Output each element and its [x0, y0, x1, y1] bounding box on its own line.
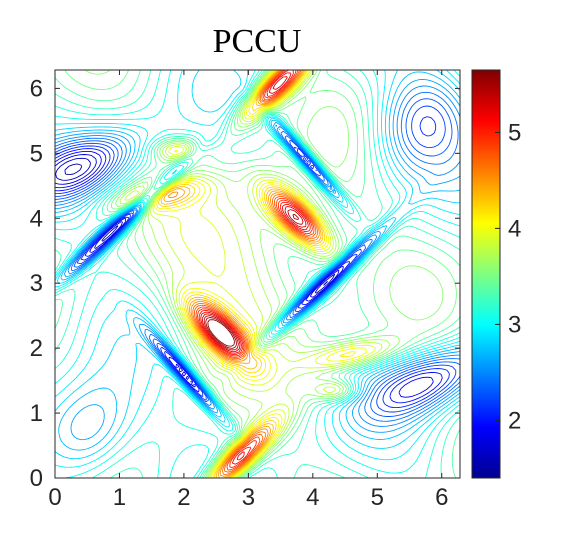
y-tick-label: 6	[30, 75, 43, 102]
y-tick-label: 3	[30, 270, 43, 297]
plot-frame	[54, 69, 461, 479]
contour-level-line	[55, 70, 460, 478]
contour-level-line	[55, 70, 460, 478]
colorbar-axis: 2 3 4 5	[495, 119, 521, 434]
contour-level-line	[55, 105, 457, 413]
contour-level-line	[197, 70, 313, 469]
contour-level-line	[55, 91, 460, 422]
y-tick-label: 1	[30, 400, 43, 427]
chart-title: PCCU	[213, 23, 302, 60]
colorbar-tick-label: 2	[508, 407, 521, 434]
y-tick-label: 5	[30, 140, 43, 167]
contour-level-line	[55, 98, 460, 417]
contour-level-line	[156, 70, 357, 478]
contour-level-line	[55, 157, 336, 294]
contour-level-line	[154, 70, 368, 478]
x-tick-label: 3	[242, 484, 255, 511]
x-tick-label: 5	[371, 484, 384, 511]
contour-level-line	[119, 70, 391, 478]
colorbar-tick-label: 5	[508, 119, 521, 146]
colorbar-tick-label: 4	[508, 215, 521, 242]
contour-level-line	[193, 70, 317, 473]
contour-level-line	[84, 70, 444, 478]
x-tick-label: 1	[113, 484, 126, 511]
contour-level-line	[55, 148, 443, 404]
contour-level-line	[207, 319, 235, 347]
colorbar-tick-label: 3	[508, 311, 521, 338]
contour-level-line	[64, 163, 328, 286]
x-tick-label: 2	[177, 484, 190, 511]
contour-level-line	[55, 85, 460, 427]
x-axis: 0 1 2 3 4 5 6	[48, 70, 448, 511]
contour-level-line	[157, 70, 326, 478]
contour-level-line	[200, 72, 309, 461]
plot-area	[55, 70, 460, 478]
contour-level-line	[195, 70, 315, 471]
contour-level-line	[55, 70, 460, 468]
x-tick-label: 0	[48, 484, 61, 511]
contour-level-line	[203, 209, 304, 351]
y-axis: 0 1 2 3 4 5 6	[30, 75, 460, 492]
contour-level-line	[163, 70, 322, 478]
x-tick-label: 4	[306, 484, 319, 511]
contour-level-line	[198, 70, 311, 465]
colorbar	[471, 69, 501, 479]
contour-level-line	[64, 70, 457, 478]
contour-level-line	[201, 76, 307, 353]
contour-level-line	[205, 213, 299, 349]
y-tick-label: 0	[30, 465, 43, 492]
contour-level-line	[124, 70, 383, 478]
contour-lines	[55, 70, 460, 478]
contour-level-line	[55, 70, 460, 478]
contour-level-line	[55, 71, 460, 451]
contour-level-line	[55, 154, 340, 383]
y-tick-label: 2	[30, 335, 43, 362]
contour-level-line	[55, 78, 460, 441]
contour-level-line	[160, 70, 324, 478]
contour-level-line	[192, 70, 319, 476]
contour-level-line	[55, 150, 434, 398]
x-tick-label: 6	[435, 484, 448, 511]
contour-level-line	[55, 116, 450, 409]
contour-level-line	[55, 70, 460, 460]
contour-level-line	[167, 70, 320, 477]
y-tick-label: 4	[30, 205, 43, 232]
